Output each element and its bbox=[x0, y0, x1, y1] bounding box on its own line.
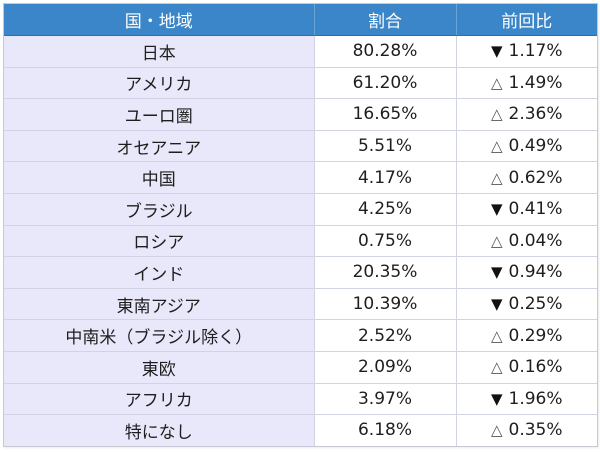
change-value: 0.25% bbox=[508, 294, 563, 315]
table-row: 特になし 6.18% △ 0.35% bbox=[4, 414, 597, 446]
share-cell: 16.65% bbox=[314, 98, 457, 131]
share-cell: 0.75% bbox=[314, 225, 457, 258]
table-row: ブラジル 4.25% ▼ 0.41% bbox=[4, 193, 597, 226]
table-row: ユーロ圏 16.65% △ 2.36% bbox=[4, 98, 597, 131]
change-value: 1.49% bbox=[508, 72, 563, 93]
change-cell: △ 0.49% bbox=[456, 130, 597, 163]
change-cell: △ 0.04% bbox=[456, 225, 597, 258]
share-cell: 2.52% bbox=[314, 319, 457, 352]
change-cell: △ 0.35% bbox=[456, 414, 597, 446]
share-cell: 80.28% bbox=[314, 35, 457, 68]
change-cell: △ 0.29% bbox=[456, 319, 597, 352]
share-cell: 3.97% bbox=[314, 383, 457, 416]
up-triangle-icon: △ bbox=[490, 421, 503, 440]
up-triangle-icon: △ bbox=[490, 358, 503, 377]
up-triangle-icon: △ bbox=[490, 73, 503, 92]
change-value: 0.29% bbox=[508, 325, 563, 346]
change-cell: ▼ 1.96% bbox=[456, 383, 597, 416]
region-cell: アフリカ bbox=[4, 383, 315, 416]
share-cell: 20.35% bbox=[314, 256, 457, 289]
down-triangle-icon: ▼ bbox=[490, 263, 503, 282]
change-value: 2.36% bbox=[508, 104, 563, 125]
table-row: ロシア 0.75% △ 0.04% bbox=[4, 225, 597, 258]
header-region: 国・地域 bbox=[4, 4, 315, 36]
table-row: 東南アジア 10.39% ▼ 0.25% bbox=[4, 288, 597, 321]
share-cell: 4.25% bbox=[314, 193, 457, 226]
change-cell: ▼ 0.25% bbox=[456, 288, 597, 321]
down-triangle-icon: ▼ bbox=[490, 295, 503, 314]
table-body: 日本 80.28% ▼ 1.17% アメリカ 61.20% △ 1.49% ユーロ圏 16.65%… bbox=[4, 35, 597, 446]
up-triangle-icon: △ bbox=[490, 168, 503, 187]
table-header-row: 国・地域 割合 前回比 bbox=[4, 4, 597, 36]
change-value: 0.62% bbox=[508, 167, 563, 188]
change-cell: ▼ 0.94% bbox=[456, 256, 597, 289]
change-value: 0.94% bbox=[508, 262, 563, 283]
region-share-table-container: 国・地域 割合 前回比 日本 80.28% ▼ 1.17% アメリカ 61.20% △ 1.4… bbox=[3, 3, 598, 447]
change-cell: △ 0.62% bbox=[456, 161, 597, 194]
table-row: オセアニア 5.51% △ 0.49% bbox=[4, 130, 597, 163]
share-cell: 5.51% bbox=[314, 130, 457, 163]
region-cell: アメリカ bbox=[4, 67, 315, 100]
change-value: 1.96% bbox=[508, 388, 563, 409]
change-value: 0.16% bbox=[508, 357, 563, 378]
table-row: 東欧 2.09% △ 0.16% bbox=[4, 351, 597, 384]
share-cell: 61.20% bbox=[314, 67, 457, 100]
region-share-table: 国・地域 割合 前回比 日本 80.28% ▼ 1.17% アメリカ 61.20% △ 1.4… bbox=[4, 4, 597, 446]
region-cell: ロシア bbox=[4, 225, 315, 258]
table-row: 中国 4.17% △ 0.62% bbox=[4, 161, 597, 194]
up-triangle-icon: △ bbox=[490, 326, 503, 345]
change-value: 0.35% bbox=[508, 420, 563, 441]
share-cell: 2.09% bbox=[314, 351, 457, 384]
table-row: アメリカ 61.20% △ 1.49% bbox=[4, 67, 597, 100]
header-change: 前回比 bbox=[456, 4, 597, 36]
change-value: 0.41% bbox=[508, 199, 563, 220]
up-triangle-icon: △ bbox=[490, 137, 503, 156]
change-value: 0.49% bbox=[508, 136, 563, 157]
region-cell: 中国 bbox=[4, 161, 315, 194]
down-triangle-icon: ▼ bbox=[490, 42, 503, 61]
region-cell: 東南アジア bbox=[4, 288, 315, 321]
region-cell: 中南米（ブラジル除く） bbox=[4, 319, 315, 352]
change-cell: △ 1.49% bbox=[456, 67, 597, 100]
change-value: 0.04% bbox=[508, 230, 563, 251]
up-triangle-icon: △ bbox=[490, 105, 503, 124]
region-cell: 日本 bbox=[4, 35, 315, 68]
table-row: 日本 80.28% ▼ 1.17% bbox=[4, 35, 597, 68]
change-value: 1.17% bbox=[508, 41, 563, 62]
share-cell: 4.17% bbox=[314, 161, 457, 194]
table-row: 中南米（ブラジル除く） 2.52% △ 0.29% bbox=[4, 319, 597, 352]
share-cell: 10.39% bbox=[314, 288, 457, 321]
down-triangle-icon: ▼ bbox=[490, 389, 503, 408]
down-triangle-icon: ▼ bbox=[490, 200, 503, 219]
region-cell: インド bbox=[4, 256, 315, 289]
change-cell: ▼ 1.17% bbox=[456, 35, 597, 68]
region-cell: 特になし bbox=[4, 414, 315, 446]
region-cell: ブラジル bbox=[4, 193, 315, 226]
up-triangle-icon: △ bbox=[490, 231, 503, 250]
region-cell: 東欧 bbox=[4, 351, 315, 384]
share-cell: 6.18% bbox=[314, 414, 457, 446]
change-cell: △ 0.16% bbox=[456, 351, 597, 384]
table-row: アフリカ 3.97% ▼ 1.96% bbox=[4, 383, 597, 416]
header-share: 割合 bbox=[314, 4, 457, 36]
change-cell: ▼ 0.41% bbox=[456, 193, 597, 226]
table-row: インド 20.35% ▼ 0.94% bbox=[4, 256, 597, 289]
region-cell: ユーロ圏 bbox=[4, 98, 315, 131]
change-cell: △ 2.36% bbox=[456, 98, 597, 131]
region-cell: オセアニア bbox=[4, 130, 315, 163]
